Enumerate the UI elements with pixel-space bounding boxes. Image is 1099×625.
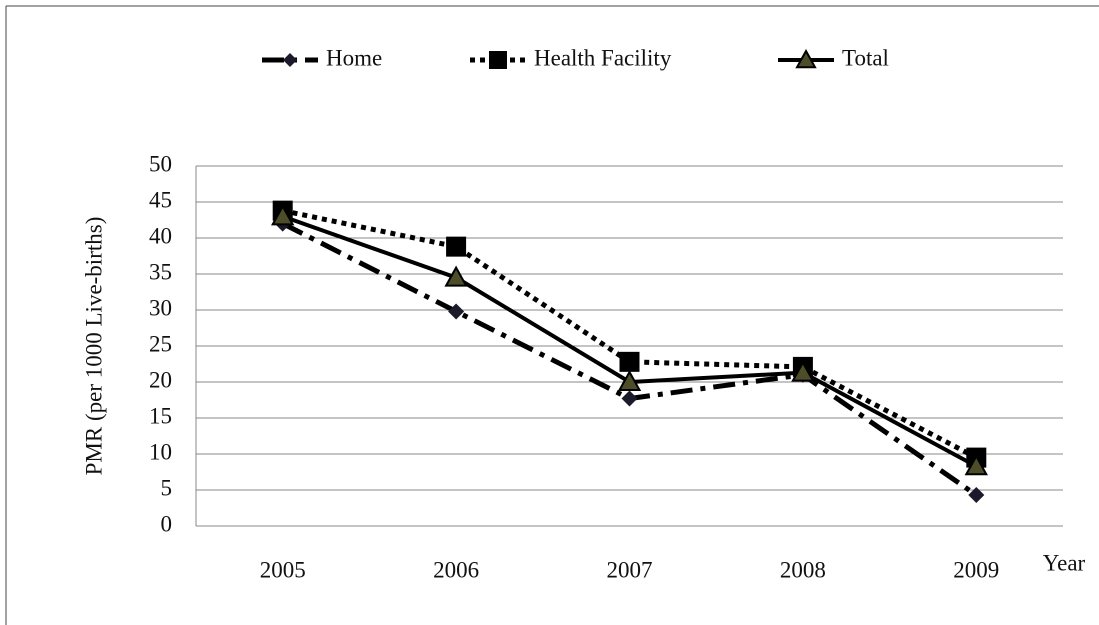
y-tick-label: 0: [161, 511, 173, 536]
y-tick-label: 25: [149, 331, 172, 356]
x-tick-label: 2006: [433, 557, 479, 582]
legend-label: Health Facility: [534, 45, 672, 70]
y-axis-label: PMR (per 1000 Live-births): [81, 217, 106, 476]
x-tick-label: 2007: [607, 557, 653, 582]
legend-marker: [795, 48, 817, 69]
data-point: [271, 204, 295, 226]
y-tick-label: 10: [149, 439, 172, 464]
legend-label: Home: [326, 45, 382, 70]
y-tick-label: 5: [161, 475, 173, 500]
data-point: [619, 351, 640, 372]
data-point: [621, 390, 638, 407]
legend-label: Total: [842, 45, 889, 70]
data-point: [791, 360, 815, 382]
x-tick-label: 2008: [780, 557, 826, 582]
y-tick-label: 35: [149, 259, 172, 284]
y-tick-label: 20: [149, 367, 172, 392]
y-tick-label: 50: [149, 151, 172, 176]
data-point: [617, 369, 642, 391]
y-tick-label: 40: [149, 223, 172, 248]
data-point: [968, 487, 985, 504]
y-tick-label: 30: [149, 295, 172, 320]
series-line: [282, 208, 978, 460]
data-point: [444, 265, 468, 287]
legend-marker: [283, 53, 297, 67]
data-point: [448, 303, 465, 320]
data-point: [446, 236, 467, 257]
legend-marker: [489, 51, 507, 69]
y-tick-label: 45: [149, 187, 172, 212]
y-tick-label: 15: [149, 403, 172, 428]
x-axis-label: Year: [1043, 550, 1086, 575]
data-point: [964, 454, 988, 476]
x-tick-label: 2005: [260, 557, 306, 582]
x-tick-label: 2009: [953, 557, 999, 582]
